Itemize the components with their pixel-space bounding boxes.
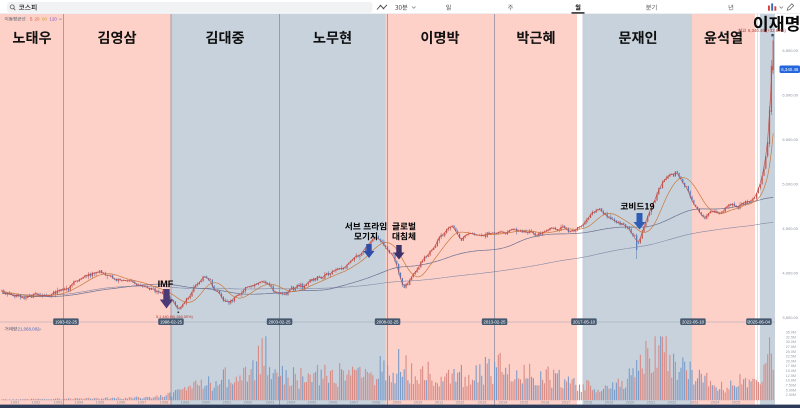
- svg-text:IMF: IMF: [158, 279, 174, 289]
- svg-text:2013-02-25: 2013-02-25: [484, 320, 507, 325]
- svg-text:2000: 2000: [202, 400, 211, 405]
- svg-text:2015: 2015: [520, 400, 529, 405]
- svg-text:2011: 2011: [435, 400, 443, 405]
- svg-text:5.1 440.98(-560.50%): 5.1 440.98(-560.50%): [156, 315, 193, 319]
- svg-text:2025: 2025: [732, 400, 741, 405]
- svg-text:1997: 1997: [138, 400, 147, 405]
- svg-text:2004: 2004: [287, 400, 296, 405]
- svg-text:20: 20: [35, 17, 40, 22]
- svg-text:3,500.00: 3,500.00: [782, 315, 798, 320]
- svg-text:2010: 2010: [414, 400, 423, 405]
- svg-text:15.0M: 15.0M: [786, 369, 796, 373]
- svg-text:2.50M: 2.50M: [786, 393, 796, 397]
- svg-text:2003-02-25: 2003-02-25: [269, 320, 292, 325]
- svg-text:4,000.00: 4,000.00: [782, 270, 798, 275]
- svg-text:2017: 2017: [562, 400, 571, 405]
- svg-text:6,500.00: 6,500.00: [782, 48, 798, 53]
- svg-text:5,500.00: 5,500.00: [782, 137, 798, 142]
- svg-text:2006: 2006: [329, 400, 338, 405]
- svg-text:32.5M: 32.5M: [786, 335, 796, 339]
- svg-text:2024: 2024: [711, 400, 720, 405]
- svg-text:2001: 2001: [223, 400, 232, 405]
- svg-text:60: 60: [42, 17, 47, 22]
- svg-text:2021: 2021: [647, 400, 656, 405]
- svg-text:6,000.00: 6,000.00: [782, 92, 798, 97]
- svg-text:5,000.00: 5,000.00: [782, 181, 798, 186]
- svg-text:30.0M: 30.0M: [786, 340, 796, 344]
- svg-text:1996: 1996: [117, 400, 126, 405]
- svg-text:2014: 2014: [499, 400, 508, 405]
- svg-text:20.0M: 20.0M: [786, 359, 796, 363]
- svg-text:1993-02-25: 1993-02-25: [55, 320, 78, 325]
- svg-text:2019: 2019: [605, 400, 614, 405]
- svg-text:22.5M: 22.5M: [786, 355, 796, 359]
- svg-text:7.50M: 7.50M: [786, 384, 796, 388]
- svg-text:4,500.00: 4,500.00: [782, 226, 798, 231]
- svg-text:1998-02-25: 1998-02-25: [160, 320, 183, 325]
- svg-text:1992: 1992: [32, 400, 41, 405]
- svg-text:1994: 1994: [75, 400, 84, 405]
- svg-text:2023: 2023: [690, 400, 699, 405]
- svg-text:2017-05-10: 2017-05-10: [573, 320, 596, 325]
- svg-text:2008: 2008: [372, 400, 381, 405]
- svg-text:25.0M: 25.0M: [786, 350, 796, 354]
- svg-text:2016: 2016: [541, 400, 550, 405]
- svg-text:21,068,082: 21,068,082: [18, 327, 41, 332]
- svg-text:2013: 2013: [478, 400, 487, 405]
- svg-text:2005: 2005: [308, 400, 317, 405]
- svg-text:2012: 2012: [456, 400, 465, 405]
- svg-text:2022-05-10: 2022-05-10: [682, 320, 705, 325]
- svg-text:6,340.46 (+32.80%): 6,340.46 (+32.80%): [748, 28, 786, 33]
- svg-text:1999: 1999: [181, 400, 190, 405]
- svg-text:2022: 2022: [668, 400, 677, 405]
- svg-text:2025-06-04: 2025-06-04: [748, 320, 771, 325]
- svg-text:2018: 2018: [584, 400, 593, 405]
- svg-text:1995: 1995: [96, 400, 105, 405]
- svg-text:12.5M: 12.5M: [786, 374, 796, 378]
- svg-text:27.5M: 27.5M: [786, 345, 796, 349]
- svg-text:1993: 1993: [54, 400, 63, 405]
- svg-text:2009: 2009: [393, 400, 402, 405]
- svg-text:2007: 2007: [350, 400, 359, 405]
- svg-text:120: 120: [50, 17, 58, 22]
- svg-text:1991: 1991: [11, 400, 20, 405]
- svg-text:17.5M: 17.5M: [786, 364, 796, 368]
- svg-text:10.0M: 10.0M: [786, 379, 796, 383]
- svg-text:5.00M: 5.00M: [786, 388, 796, 392]
- svg-text:35.0M: 35.0M: [786, 331, 796, 335]
- svg-text:1998: 1998: [160, 400, 169, 405]
- svg-text:5: 5: [30, 17, 33, 22]
- svg-text:2003: 2003: [266, 400, 275, 405]
- svg-text:2002: 2002: [244, 400, 253, 405]
- svg-text:2008-02-25: 2008-02-25: [377, 320, 400, 325]
- svg-text:2020: 2020: [626, 400, 635, 405]
- svg-text:6,340.46: 6,340.46: [781, 67, 799, 72]
